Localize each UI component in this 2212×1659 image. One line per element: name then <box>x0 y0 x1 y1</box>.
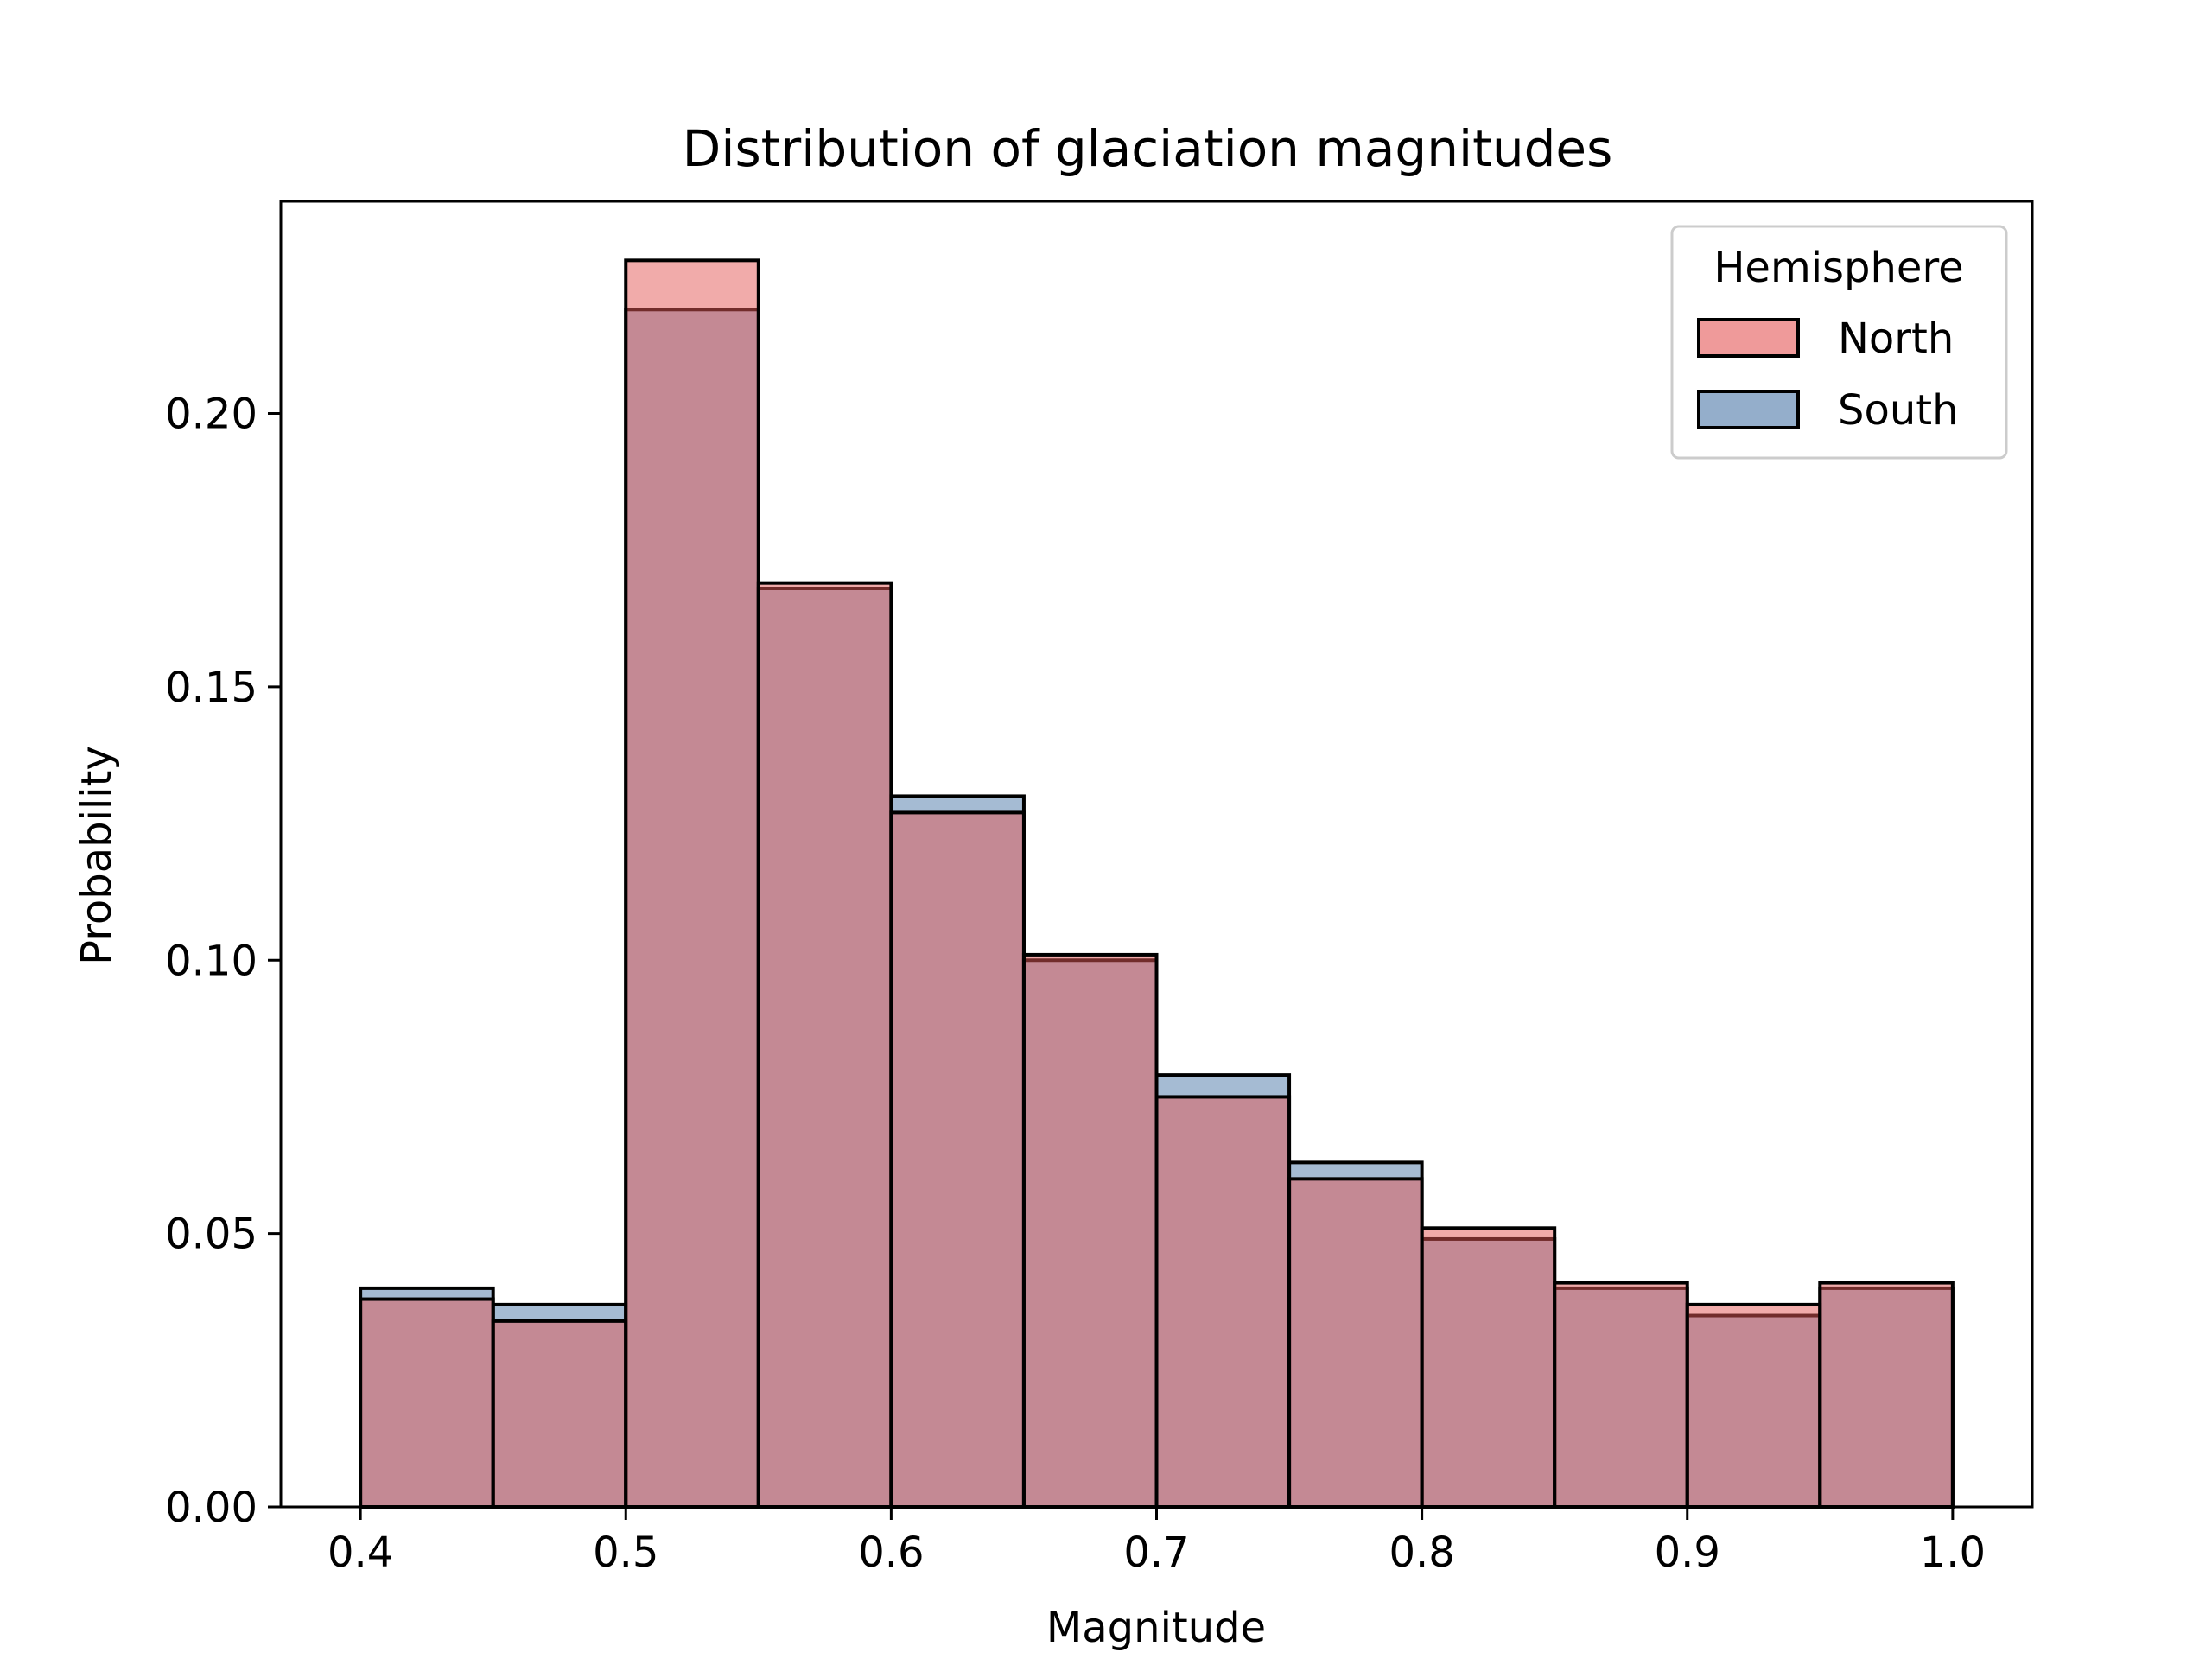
x-tick-label-0: 0.4 <box>327 1529 393 1577</box>
legend-swatch-north <box>1697 318 1800 358</box>
x-axis-ticks: 0.4 0.5 0.6 0.7 0.8 0.9 1.0 <box>327 1507 1986 1577</box>
legend-swatch-south <box>1697 390 1800 429</box>
y-tick-label-2: 0.10 <box>165 937 257 985</box>
y-tick-label-4: 0.20 <box>165 391 257 439</box>
y-tick-label-3: 0.15 <box>165 664 257 712</box>
bar-north-9 <box>1553 1281 1689 1510</box>
legend: Hemisphere North South <box>1670 225 2008 460</box>
y-tick-label-0: 0.00 <box>165 1484 257 1532</box>
x-tick-label-5: 0.9 <box>1655 1529 1720 1577</box>
x-tick-label-3: 0.7 <box>1123 1529 1189 1577</box>
x-tick-label-2: 0.6 <box>858 1529 924 1577</box>
bar-north-3 <box>756 581 893 1509</box>
bar-north-5 <box>1021 952 1159 1509</box>
x-tick-label-6: 1.0 <box>1920 1529 1986 1577</box>
north-bars <box>359 258 1955 1510</box>
bar-north-7 <box>1287 1177 1424 1510</box>
y-axis-ticks: 0.00 0.05 0.10 0.15 0.20 <box>165 391 281 1532</box>
bar-north-1 <box>491 1319 628 1509</box>
bar-north-8 <box>1420 1226 1557 1509</box>
bar-north-2 <box>624 258 760 1509</box>
bar-north-4 <box>889 810 1026 1509</box>
bar-north-0 <box>359 1297 495 1510</box>
legend-label-south: South <box>1838 386 1959 435</box>
y-tick-label-1: 0.05 <box>165 1211 257 1259</box>
legend-title: Hemisphere <box>1713 244 1963 292</box>
bar-north-11 <box>1818 1281 1955 1510</box>
x-tick-label-4: 0.8 <box>1389 1529 1454 1577</box>
x-axis-label: Magnitude <box>1046 1604 1266 1652</box>
x-tick-label-1: 0.5 <box>593 1529 658 1577</box>
chart-title: Distribution of glaciation magnitudes <box>683 119 1613 178</box>
bar-north-6 <box>1154 1095 1292 1509</box>
y-axis-label: Probability <box>73 746 121 965</box>
bar-north-10 <box>1685 1302 1822 1509</box>
legend-label-north: North <box>1838 315 1954 363</box>
